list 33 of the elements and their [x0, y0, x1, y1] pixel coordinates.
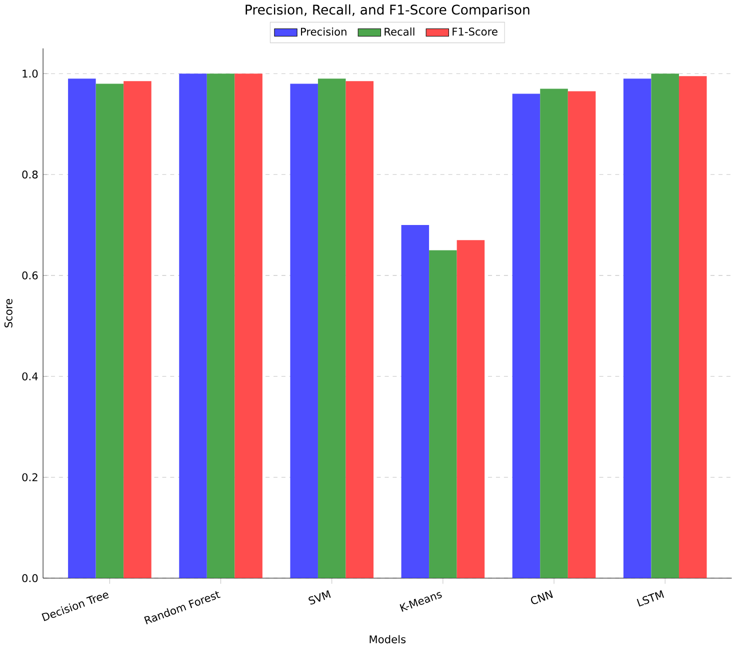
- legend-label: Recall: [384, 28, 414, 36]
- bar: [512, 94, 540, 578]
- x-tick-label: CNN: [530, 590, 553, 604]
- bar: [678, 76, 707, 578]
- bar: [623, 78, 652, 578]
- bar: [540, 88, 568, 578]
- x-axis-title: Models: [370, 635, 406, 644]
- bar: [651, 74, 679, 578]
- bar: [206, 74, 235, 578]
- y-tick-label: 0.2: [22, 473, 38, 482]
- bar: [179, 74, 207, 578]
- bar: [429, 250, 457, 578]
- bar: [318, 78, 346, 578]
- y-tick-label: 0.6: [22, 272, 38, 280]
- bar: [124, 81, 152, 578]
- chart-title: Precision, Recall, and F1-Score Comparison: [246, 4, 530, 18]
- legend-label: F1-Score: [452, 28, 498, 36]
- x-tick-label: SVM: [308, 590, 331, 605]
- bar: [401, 225, 430, 578]
- bar: [290, 84, 318, 578]
- y-tick-label: 1.0: [22, 70, 38, 78]
- y-tick-label: 0.0: [22, 574, 38, 582]
- bar: [234, 74, 262, 578]
- y-tick-label: 0.8: [22, 170, 38, 179]
- bar: [456, 240, 485, 578]
- x-tick-label: LSTM: [636, 590, 664, 607]
- bar: [96, 84, 124, 578]
- bar: [346, 81, 374, 578]
- bar: [68, 78, 96, 578]
- legend-label: Precision: [301, 28, 346, 36]
- y-tick-label: 0.4: [22, 372, 38, 380]
- bar: [568, 91, 596, 578]
- y-axis-title: Score: [4, 299, 12, 328]
